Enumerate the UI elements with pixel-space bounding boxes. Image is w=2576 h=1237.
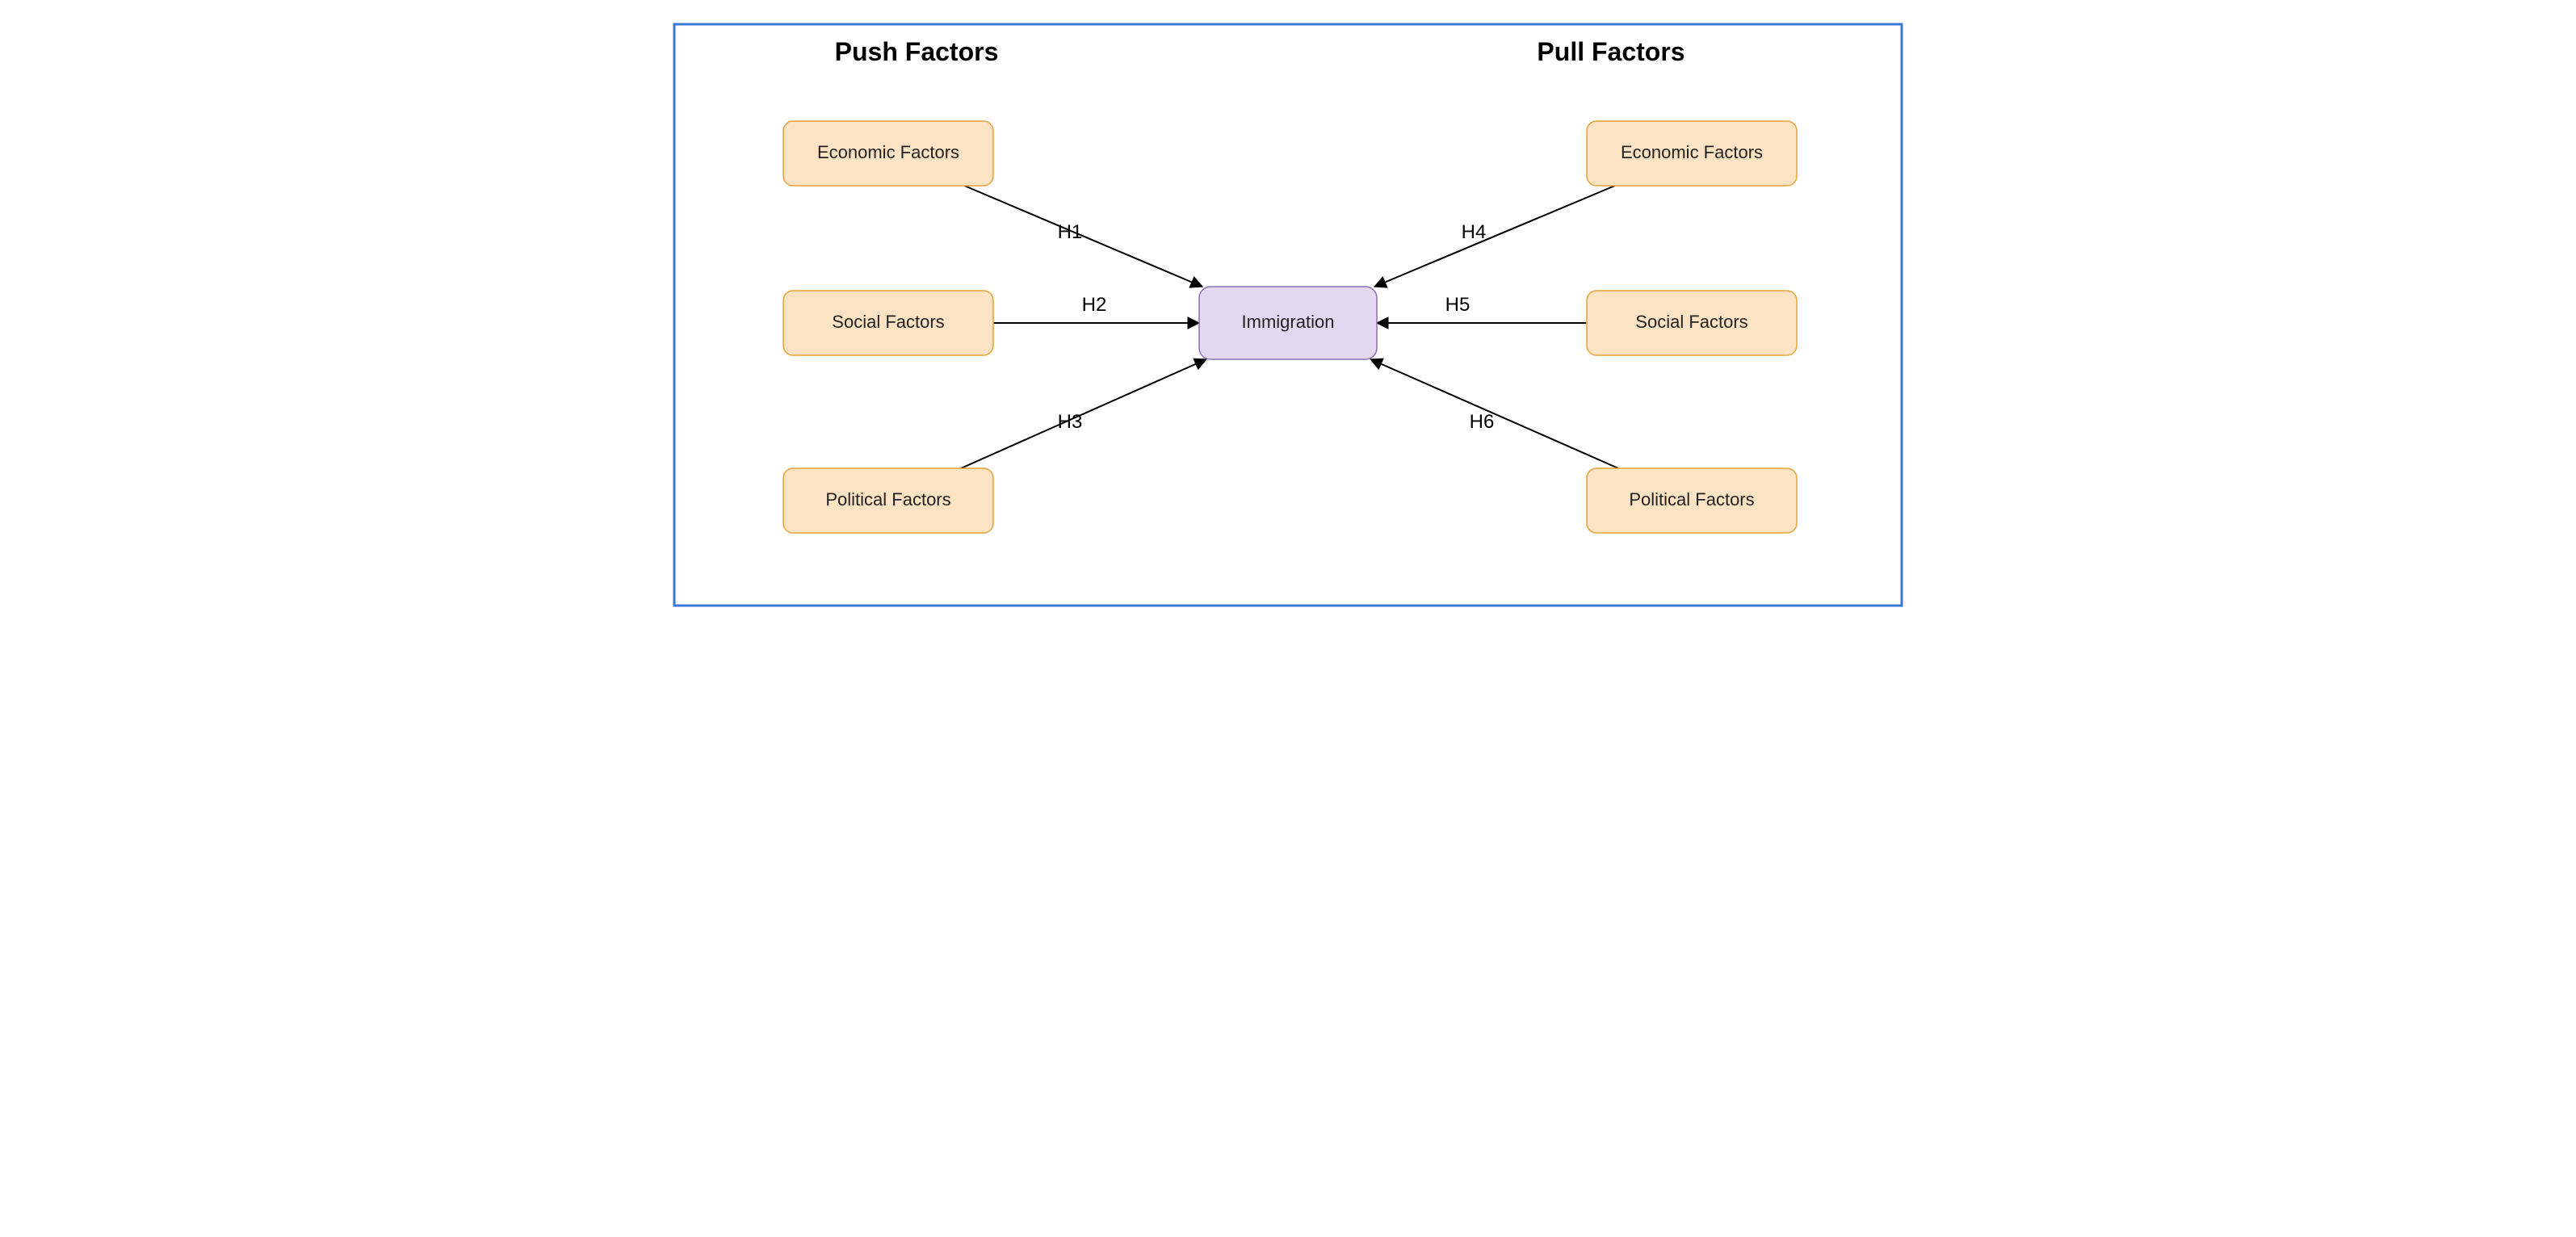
edge-label-h4: H4 (1462, 221, 1487, 243)
node-label-push-economic: Economic Factors (817, 142, 959, 162)
edge-label-h6: H6 (1470, 411, 1495, 433)
edge-label-h1: H1 (1058, 221, 1083, 243)
push-pull-diagram: H1 H2 H3 H4 H5 H6 Immigration Economic Factors S… (666, 16, 1910, 614)
node-label-push-social: Social Factors (832, 312, 944, 332)
node-pull-economic: Economic Factors (1587, 121, 1797, 186)
edge-label-h5: H5 (1445, 294, 1471, 316)
edge-label-h2: H2 (1082, 294, 1107, 316)
node-label-pull-social: Social Factors (1635, 312, 1747, 332)
edge-label-h3: H3 (1058, 411, 1083, 433)
node-label-push-political: Political Factors (825, 489, 950, 509)
node-push-economic: Economic Factors (783, 121, 993, 186)
push-factors-title: Push Factors (835, 37, 999, 66)
node-pull-political: Political Factors (1587, 468, 1797, 533)
diagram-container: H1 H2 H3 H4 H5 H6 Immigration Economic Factors S… (0, 0, 2576, 630)
node-pull-social: Social Factors (1587, 291, 1797, 355)
pull-factors-title: Pull Factors (1537, 37, 1684, 66)
node-label-pull-political: Political Factors (1629, 489, 1754, 509)
node-immigration: Immigration (1199, 287, 1377, 359)
node-label-immigration: Immigration (1242, 312, 1335, 332)
node-label-pull-economic: Economic Factors (1621, 142, 1763, 162)
node-push-social: Social Factors (783, 291, 993, 355)
node-push-political: Political Factors (783, 468, 993, 533)
